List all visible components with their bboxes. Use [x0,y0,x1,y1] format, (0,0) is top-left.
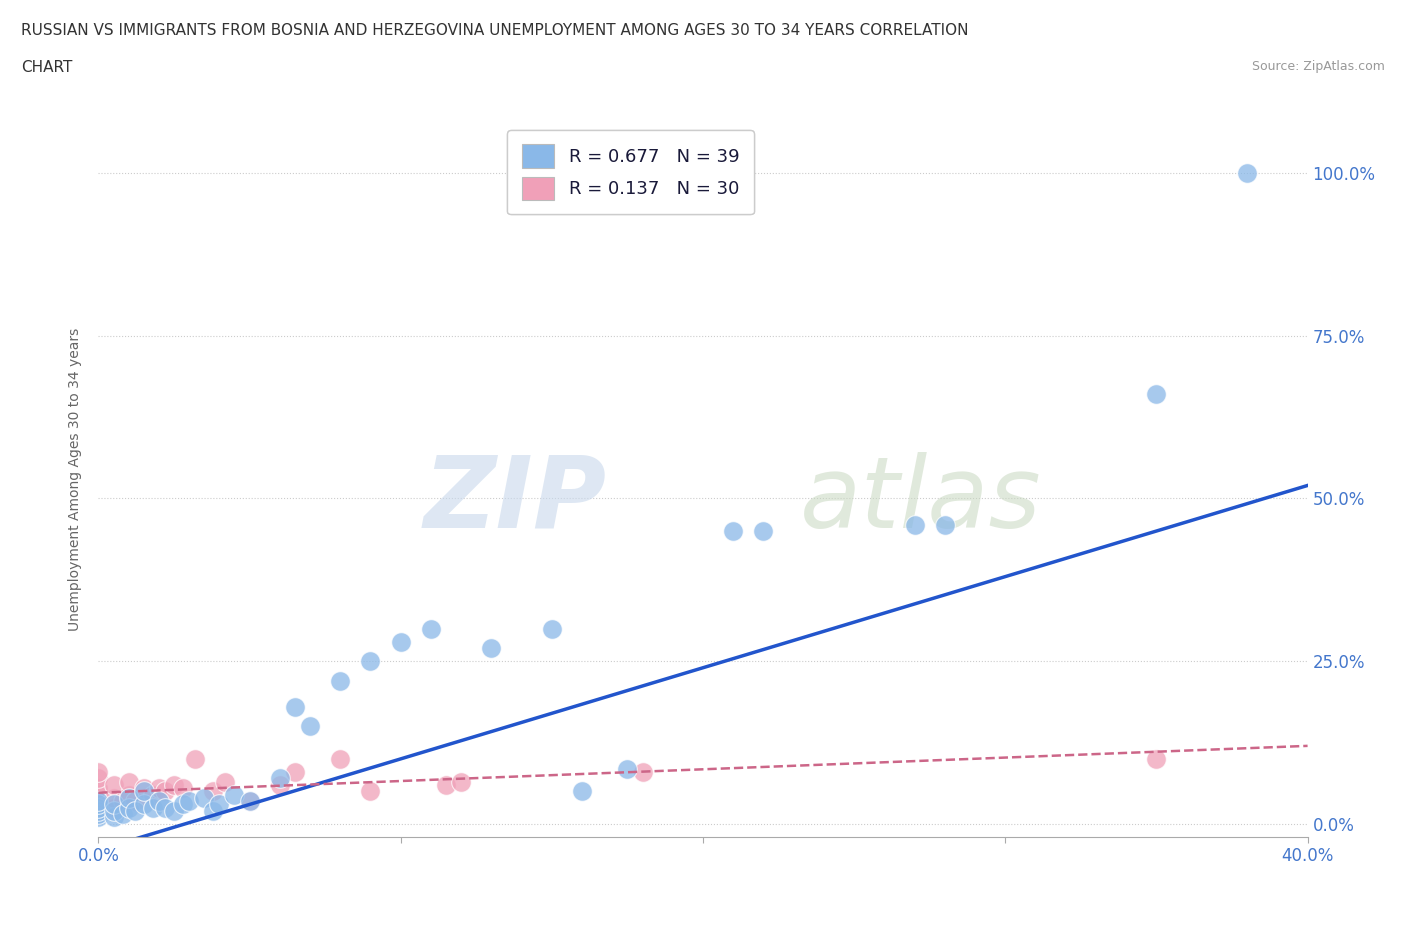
Point [616,761,638,776]
Point [111,807,134,822]
Point [87,810,110,825]
Text: CHART: CHART [21,60,73,75]
Point [631,764,654,779]
Text: atlas: atlas [800,452,1042,549]
Point [239,794,262,809]
Point [87,764,110,779]
Point [934,517,956,532]
Point [163,777,186,792]
Point [103,797,125,812]
Y-axis label: Unemployment Among Ages 30 to 34 years: Unemployment Among Ages 30 to 34 years [69,327,83,631]
Point [299,719,322,734]
Point [153,800,176,815]
Point [111,794,134,809]
Point [148,794,170,809]
Point [87,781,110,796]
Point [118,787,141,802]
Point [239,794,262,809]
Point [360,654,382,669]
Point [87,804,110,818]
Point [1236,166,1258,180]
Point [202,784,225,799]
Point [118,774,141,789]
Point [103,800,125,815]
Point [172,781,194,796]
Point [193,790,215,805]
Point [208,797,231,812]
Point [118,800,141,815]
Point [184,751,207,766]
Point [540,621,562,636]
Point [142,800,165,815]
Point [172,797,194,812]
Point [163,804,186,818]
Point [269,771,291,786]
Point [132,781,155,796]
Point [329,751,352,766]
Point [103,810,125,825]
Point [148,781,170,796]
Point [360,784,382,799]
Point [284,699,307,714]
Point [87,807,110,822]
Point [179,794,201,809]
Text: RUSSIAN VS IMMIGRANTS FROM BOSNIA AND HERZEGOVINA UNEMPLOYMENT AMONG AGES 30 TO : RUSSIAN VS IMMIGRANTS FROM BOSNIA AND HE… [21,23,969,38]
Point [124,804,146,818]
Point [224,787,246,802]
Text: ZIP: ZIP [423,452,606,549]
Point [87,771,110,786]
Point [752,524,775,538]
Point [118,790,141,805]
Point [571,784,593,799]
Point [103,777,125,792]
Point [389,634,412,649]
Point [103,790,125,805]
Point [723,524,745,538]
Point [87,794,110,809]
Point [87,800,110,815]
Point [904,517,927,532]
Point [142,787,165,802]
Text: Source: ZipAtlas.com: Source: ZipAtlas.com [1251,60,1385,73]
Point [87,787,110,802]
Point [269,777,291,792]
Point [132,797,155,812]
Point [434,777,457,792]
Point [284,764,307,779]
Point [153,784,176,799]
Point [1144,387,1167,402]
Point [87,797,110,812]
Point [87,804,110,818]
Point [481,641,503,656]
Point [132,784,155,799]
Point [420,621,443,636]
Point [103,804,125,818]
Point [214,774,236,789]
Point [450,774,472,789]
Point [87,794,110,809]
Point [124,794,146,809]
Point [1144,751,1167,766]
Point [202,804,225,818]
Legend: R = 0.677   N = 39, R = 0.137   N = 30: R = 0.677 N = 39, R = 0.137 N = 30 [508,130,754,214]
Point [329,673,352,688]
